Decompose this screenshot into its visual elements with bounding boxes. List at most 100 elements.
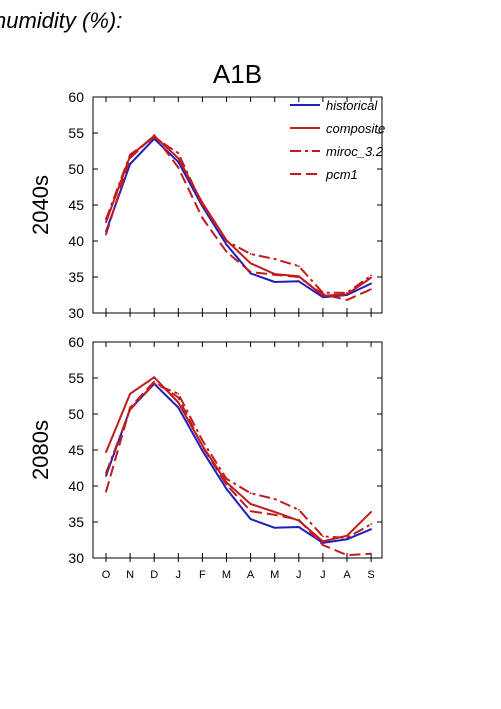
data-point-pcm1 [129, 406, 132, 409]
chart-panel-2040s: 30 35 40 45 50 55 60 A1B 2040s historical composit… [28, 59, 385, 321]
data-point-composite [153, 376, 156, 379]
data-point-pcm1 [153, 134, 156, 137]
data-point-composite [370, 276, 372, 279]
data-point-pcm1 [249, 271, 252, 273]
data-point-miroc_3.2 [105, 472, 107, 474]
x-tick-label: A [343, 569, 351, 581]
legend-label-pcm1: pcm1 [325, 167, 358, 182]
data-point-historical [225, 243, 228, 246]
data-point-pcm1 [225, 250, 228, 253]
data-point-miroc_3.2 [249, 253, 252, 255]
data-point-historical [297, 526, 300, 528]
x-tick-label: M [270, 569, 279, 581]
data-point-miroc_3.2 [177, 392, 180, 395]
data-point-composite [177, 401, 180, 404]
data-point-pcm1 [105, 490, 107, 493]
data-point-historical [249, 518, 252, 521]
series-line-historical [105, 137, 372, 299]
data-point-historical [129, 163, 132, 165]
data-point-historical [322, 296, 324, 299]
data-point-composite [105, 221, 107, 224]
x-tick-label: J [296, 569, 302, 581]
y-tick-label: 60 [68, 89, 84, 105]
data-point-composite [129, 392, 132, 395]
series-line-pcm1 [105, 134, 372, 301]
data-point-composite [177, 157, 180, 160]
data-point-miroc_3.2 [370, 523, 372, 526]
data-point-composite [249, 503, 252, 505]
data-point-historical [201, 449, 204, 452]
data-point-pcm1 [322, 544, 324, 546]
y-tick-label: 35 [68, 269, 84, 285]
x-tick-label: J [320, 569, 326, 581]
data-point-miroc_3.2 [297, 265, 300, 268]
y-tick-label: 45 [68, 197, 84, 213]
data-point-miroc_3.2 [322, 535, 324, 538]
data-point-miroc_3.2 [297, 508, 300, 511]
data-point-pcm1 [370, 552, 372, 555]
chart-panel-2080s: 30 35 40 45 50 55 60 O N D J F M A M J J A S 2080s [28, 334, 383, 581]
data-point-composite [370, 511, 372, 513]
data-point-pcm1 [273, 273, 276, 276]
x-tick-label: A [247, 569, 255, 581]
chart-panels: 30 35 40 45 50 55 60 A1B 2040s historical composit… [28, 59, 385, 581]
data-point-miroc_3.2 [129, 153, 132, 156]
data-point-historical [370, 282, 372, 285]
x-tick-label: J [176, 569, 182, 581]
data-point-pcm1 [105, 233, 107, 236]
x-tick-label: D [150, 569, 158, 581]
x-tick-label: F [199, 569, 206, 581]
data-point-pcm1 [273, 513, 276, 516]
data-point-historical [273, 526, 276, 529]
data-point-historical [177, 406, 180, 409]
series-line-composite [105, 376, 372, 543]
plot-frame [92, 341, 383, 559]
y-tick-label: 50 [68, 161, 84, 177]
data-point-historical [105, 475, 107, 477]
data-point-historical [346, 538, 348, 541]
data-point-pcm1 [370, 288, 372, 291]
y-tick-label: 60 [68, 334, 84, 350]
y-tick-label: 40 [68, 233, 84, 249]
data-point-pcm1 [177, 166, 180, 169]
y-tick-label: 45 [68, 442, 84, 458]
data-point-composite [249, 262, 252, 265]
data-point-miroc_3.2 [249, 492, 252, 495]
legend: historical composite miroc_3.2 pcm1 [290, 98, 385, 182]
x-tick-label: O [102, 569, 111, 581]
series-line-composite [105, 134, 372, 297]
legend-label-miroc_3.2: miroc_3.2 [326, 144, 384, 159]
data-point-historical [249, 272, 252, 275]
data-point-pcm1 [346, 554, 348, 557]
data-point-miroc_3.2 [273, 258, 276, 260]
data-point-pcm1 [297, 276, 300, 278]
data-point-miroc_3.2 [201, 439, 204, 442]
data-point-miroc_3.2 [346, 291, 348, 294]
data-point-miroc_3.2 [201, 204, 204, 206]
x-tick-label: M [222, 569, 231, 581]
data-point-historical [177, 160, 180, 163]
data-point-miroc_3.2 [370, 274, 372, 277]
chart-title: A1B [213, 59, 262, 89]
data-point-composite [322, 540, 324, 543]
data-point-miroc_3.2 [225, 240, 228, 242]
data-point-pcm1 [225, 483, 228, 486]
data-point-pcm1 [297, 518, 300, 521]
data-point-pcm1 [129, 157, 132, 160]
data-point-pcm1 [201, 217, 204, 219]
y-axis-label: 2080s [28, 420, 53, 480]
y-tick-label: 50 [68, 406, 84, 422]
data-point-composite [105, 451, 107, 454]
series-line-historical [105, 382, 372, 544]
data-point-miroc_3.2 [105, 218, 107, 221]
y-axis-label: 2040s [28, 175, 53, 235]
y-tick-label: 55 [68, 125, 84, 141]
series-line-miroc_3.2 [105, 136, 372, 294]
series-line-pcm1 [105, 380, 372, 557]
data-point-miroc_3.2 [346, 536, 348, 539]
data-point-pcm1 [201, 445, 204, 448]
data-point-composite [346, 534, 348, 537]
page-header: humidity (%): [0, 8, 122, 33]
data-point-pcm1 [177, 396, 180, 399]
